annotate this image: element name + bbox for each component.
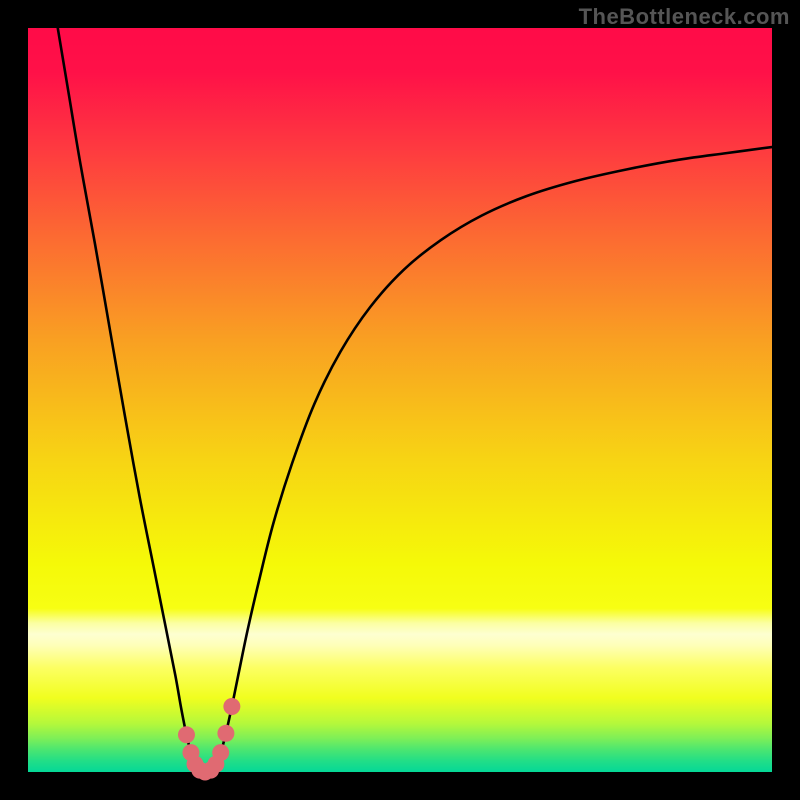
watermark-text: TheBottleneck.com	[579, 4, 790, 30]
optimal-marker	[178, 726, 195, 743]
optimal-marker	[223, 698, 240, 715]
plot-background-gradient	[28, 28, 772, 772]
optimal-marker	[212, 744, 229, 761]
optimal-marker	[217, 725, 234, 742]
bottleneck-chart	[0, 0, 800, 800]
